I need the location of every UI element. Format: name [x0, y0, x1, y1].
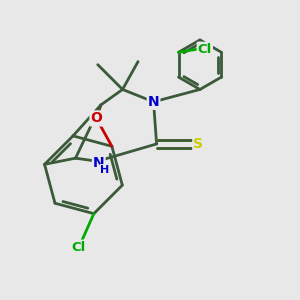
Text: Cl: Cl: [71, 241, 85, 254]
Text: S: S: [194, 137, 203, 151]
Text: N: N: [148, 95, 159, 109]
Text: Cl: Cl: [198, 43, 212, 56]
Text: O: O: [91, 111, 102, 125]
Text: N: N: [93, 156, 105, 170]
Text: H: H: [100, 165, 110, 175]
